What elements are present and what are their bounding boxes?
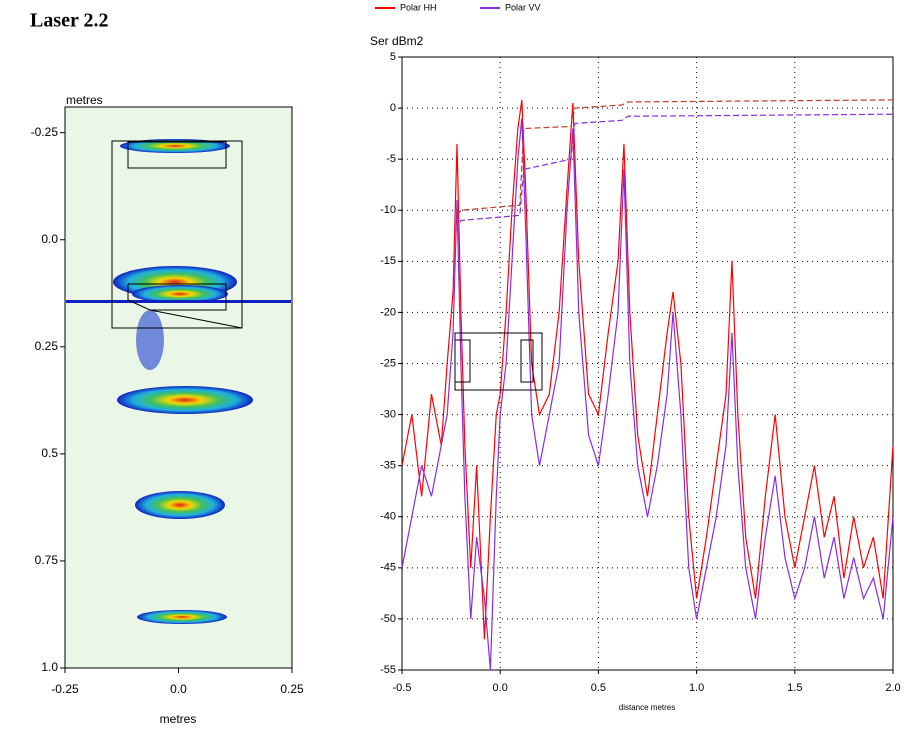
y-tick-label: -35	[380, 460, 396, 472]
radar-image	[66, 139, 291, 624]
x-tick-label: 2.0	[885, 682, 900, 694]
y-tick-label: -10	[380, 204, 396, 216]
series-line	[401, 99, 894, 640]
y-tick-label: -25	[380, 357, 396, 369]
y-tick-label: -50	[380, 613, 396, 625]
left-title: Laser 2.2	[30, 10, 109, 32]
y-tick-label: 0.25	[35, 339, 59, 353]
y-tick-label: -5	[386, 153, 396, 165]
y-tick-label: 1.0	[41, 660, 58, 674]
right-plot: -55-50-45-40-35-30-25-20-15-10-505-0.5 0.…	[380, 51, 901, 694]
y-tick-label: 0.0	[41, 232, 58, 246]
y-tick-label: -20	[380, 306, 396, 318]
annotation-boxes	[454, 332, 543, 391]
y-tick-label: -40	[380, 511, 396, 523]
y-tick-label: -15	[380, 255, 396, 267]
y-tick-label: -55	[380, 664, 396, 676]
x-tick-label: 0.25	[280, 682, 304, 696]
y-tick-label: 0.5	[41, 446, 58, 460]
cumulative-line	[456, 113, 894, 231]
left-y-label: metres	[66, 93, 103, 107]
legend-label: Polar HH	[400, 2, 437, 12]
legend-label: Polar VV	[505, 2, 541, 12]
cumulative-line	[456, 99, 894, 216]
x-tick-label: 1.5	[787, 682, 802, 694]
y-tick-label: 0.75	[35, 553, 59, 567]
y-tick-label: -0.25	[31, 125, 59, 139]
series-line	[401, 118, 894, 671]
x-tick-label: 1.0	[689, 682, 704, 694]
right-x-label: distance metres	[619, 703, 675, 712]
x-tick-label: -0.5	[393, 682, 412, 694]
right-y-label: Ser dBm2	[370, 34, 424, 48]
x-tick-label: 0.0	[493, 682, 508, 694]
y-tick-label: 0	[390, 102, 396, 114]
x-tick-label: 0.0	[170, 682, 187, 696]
y-tick-label: -30	[380, 408, 396, 420]
x-tick-label: -0.25	[51, 682, 79, 696]
x-tick-label: 0.5	[591, 682, 606, 694]
y-tick-label: 5	[390, 51, 396, 63]
left-x-label: metres	[160, 712, 197, 726]
y-tick-label: -45	[380, 562, 396, 574]
